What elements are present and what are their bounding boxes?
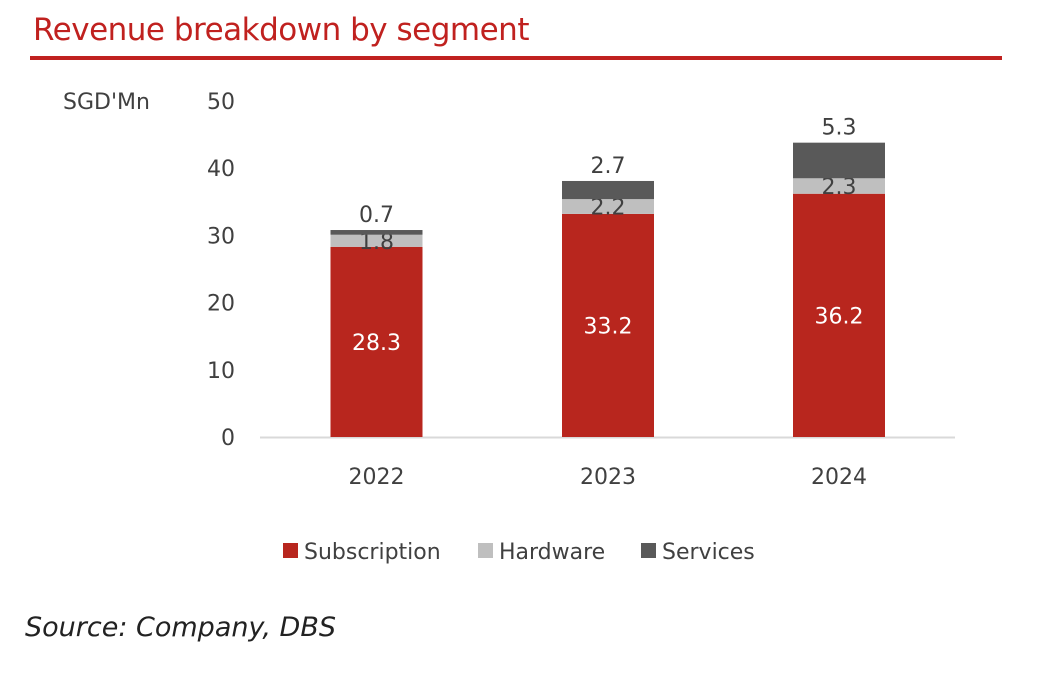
y-tick-label: 50 [207, 90, 235, 115]
y-tick-label: 40 [207, 157, 235, 182]
x-tick-label: 2023 [580, 465, 636, 490]
y-tick-label: 10 [207, 359, 235, 384]
legend-label: Services [662, 540, 755, 565]
chart-title: Revenue breakdown by segment [33, 12, 529, 48]
x-tick-label: 2022 [349, 465, 405, 490]
data-label-subscription: 36.2 [815, 304, 864, 329]
data-label-hardware: 2.2 [591, 196, 626, 221]
title-underline [30, 56, 1002, 60]
bar-services-2023 [562, 180, 654, 200]
bar-subscription-2022 [330, 246, 423, 437]
data-label-services: 5.3 [822, 116, 857, 141]
bar-subscription-2024 [793, 193, 885, 437]
data-label-subscription: 33.2 [584, 314, 633, 339]
data-label-hardware: 2.3 [822, 175, 857, 200]
data-label-services: 2.7 [591, 154, 626, 179]
bar-hardware-2023 [562, 199, 654, 214]
y-tick-label: 0 [221, 426, 235, 451]
bar-services-2022 [330, 230, 423, 235]
data-label-services: 0.7 [359, 203, 394, 228]
bar-services-2024 [793, 142, 885, 179]
legend-item-services: Services [641, 540, 755, 565]
legend-item-hardware: Hardware [478, 540, 605, 565]
legend-swatch [283, 543, 298, 558]
bar-hardware-2024 [793, 178, 885, 194]
legend-item-subscription: Subscription [283, 540, 441, 565]
data-label-subscription: 28.3 [352, 331, 401, 356]
source-note: Source: Company, DBS [25, 612, 336, 643]
y-tick-label: 30 [207, 224, 235, 249]
legend-swatch [641, 543, 656, 558]
y-tick-label: 20 [207, 292, 235, 317]
legend-swatch [478, 543, 493, 558]
legend-label: Subscription [304, 540, 441, 565]
x-tick-label: 2024 [811, 465, 867, 490]
y-axis-label: SGD'Mn [63, 90, 150, 115]
bar-subscription-2023 [562, 213, 654, 437]
legend-label: Hardware [499, 540, 605, 565]
bar-hardware-2022 [330, 234, 423, 247]
